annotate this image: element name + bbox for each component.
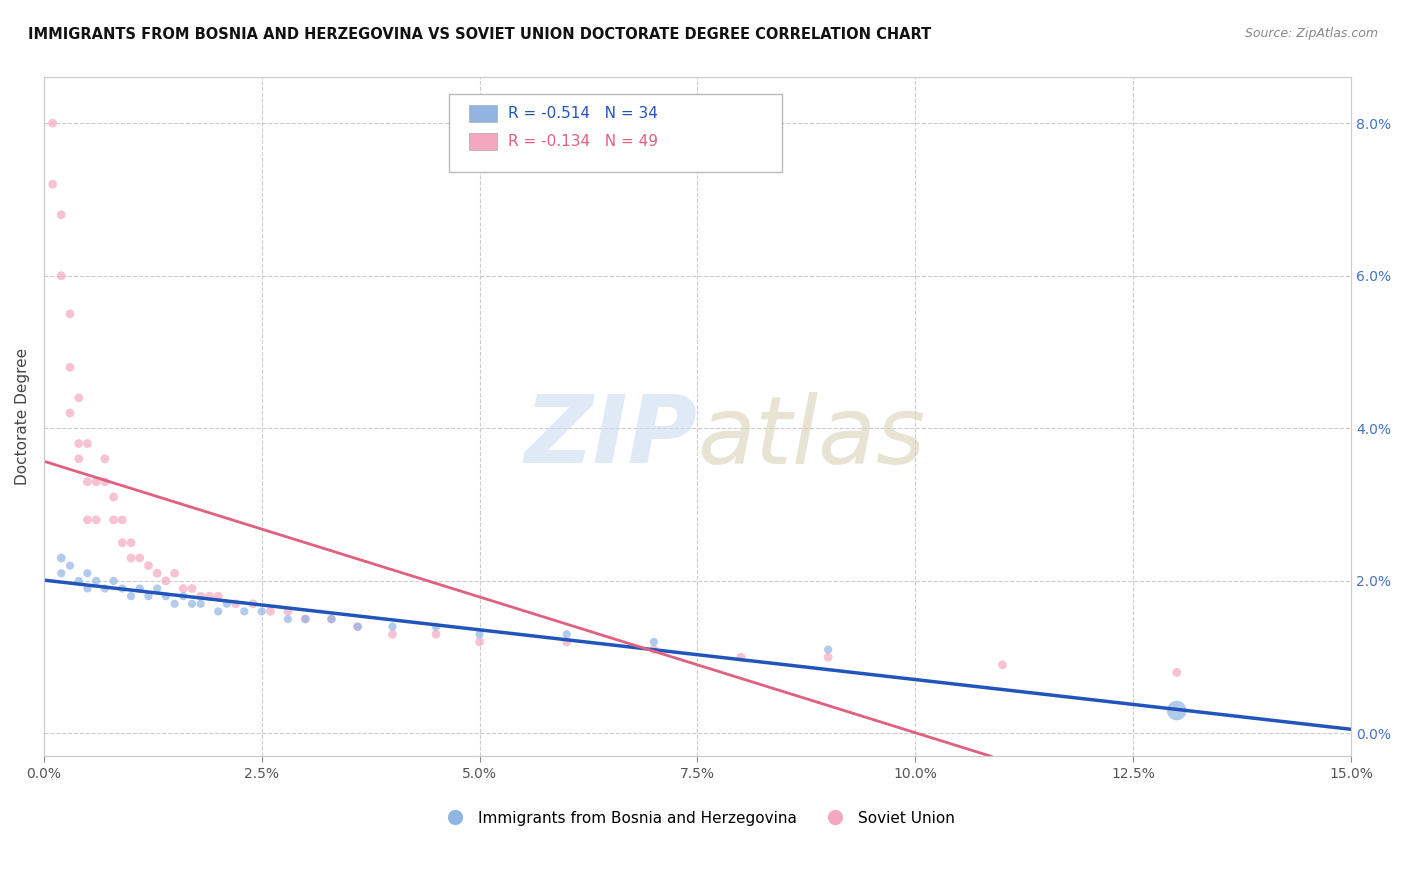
Point — [155, 574, 177, 588]
Point — [991, 657, 1014, 672]
Point — [1166, 665, 1188, 680]
Point — [198, 589, 221, 603]
Point — [215, 597, 238, 611]
Text: IMMIGRANTS FROM BOSNIA AND HERZEGOVINA VS SOVIET UNION DOCTORATE DEGREE CORRELAT: IMMIGRANTS FROM BOSNIA AND HERZEGOVINA V… — [28, 27, 931, 42]
Point — [120, 551, 142, 566]
Point — [120, 589, 142, 603]
Point — [346, 620, 368, 634]
Point — [51, 208, 73, 222]
Point — [294, 612, 316, 626]
Point — [128, 551, 150, 566]
Text: R = -0.514   N = 34: R = -0.514 N = 34 — [508, 105, 658, 120]
Point — [381, 627, 404, 641]
Point — [76, 582, 98, 596]
Point — [51, 551, 73, 566]
Point — [51, 566, 73, 581]
Point — [76, 475, 98, 489]
Point — [41, 116, 63, 130]
Point — [94, 475, 117, 489]
Point — [259, 604, 281, 618]
Point — [84, 513, 107, 527]
Point — [555, 635, 578, 649]
Point — [643, 635, 665, 649]
Point — [190, 597, 212, 611]
Point — [41, 178, 63, 192]
Point — [817, 650, 839, 665]
Point — [242, 597, 264, 611]
Point — [1166, 704, 1188, 718]
Point — [59, 558, 82, 573]
Point — [111, 535, 134, 549]
Text: R = -0.134   N = 49: R = -0.134 N = 49 — [508, 135, 658, 150]
Text: atlas: atlas — [697, 392, 925, 483]
Text: Source: ZipAtlas.com: Source: ZipAtlas.com — [1244, 27, 1378, 40]
Point — [76, 436, 98, 450]
Point — [730, 650, 752, 665]
Point — [817, 642, 839, 657]
Point — [346, 620, 368, 634]
Point — [250, 604, 273, 618]
Text: ZIP: ZIP — [524, 392, 697, 483]
Point — [84, 574, 107, 588]
Point — [103, 490, 125, 504]
FancyBboxPatch shape — [449, 95, 782, 172]
Point — [76, 513, 98, 527]
Point — [381, 620, 404, 634]
Point — [643, 642, 665, 657]
Point — [321, 612, 343, 626]
Point — [172, 589, 194, 603]
Point — [94, 582, 117, 596]
Point — [233, 604, 256, 618]
Point — [207, 604, 229, 618]
Point — [67, 574, 90, 588]
Point — [94, 451, 117, 466]
Point — [67, 436, 90, 450]
FancyBboxPatch shape — [468, 133, 498, 150]
Point — [120, 535, 142, 549]
Point — [425, 627, 447, 641]
Point — [146, 566, 169, 581]
Y-axis label: Doctorate Degree: Doctorate Degree — [15, 348, 30, 485]
Point — [207, 589, 229, 603]
FancyBboxPatch shape — [468, 104, 498, 121]
Point — [103, 574, 125, 588]
Point — [190, 589, 212, 603]
Point — [146, 582, 169, 596]
Point — [555, 627, 578, 641]
Point — [425, 620, 447, 634]
Point — [67, 391, 90, 405]
Point — [59, 360, 82, 375]
Point — [181, 597, 204, 611]
Point — [172, 582, 194, 596]
Point — [155, 589, 177, 603]
Point — [163, 597, 186, 611]
Point — [277, 604, 299, 618]
Point — [225, 597, 247, 611]
Point — [138, 558, 160, 573]
Point — [163, 566, 186, 581]
Point — [294, 612, 316, 626]
Point — [321, 612, 343, 626]
Point — [181, 582, 204, 596]
Point — [84, 475, 107, 489]
Point — [468, 627, 491, 641]
Point — [111, 582, 134, 596]
Point — [59, 307, 82, 321]
Point — [59, 406, 82, 420]
Point — [103, 513, 125, 527]
Point — [128, 582, 150, 596]
Point — [468, 635, 491, 649]
Point — [51, 268, 73, 283]
Point — [277, 612, 299, 626]
Point — [138, 589, 160, 603]
Point — [67, 451, 90, 466]
Point — [111, 513, 134, 527]
Point — [76, 566, 98, 581]
Legend: Immigrants from Bosnia and Herzegovina, Soviet Union: Immigrants from Bosnia and Herzegovina, … — [434, 805, 962, 832]
